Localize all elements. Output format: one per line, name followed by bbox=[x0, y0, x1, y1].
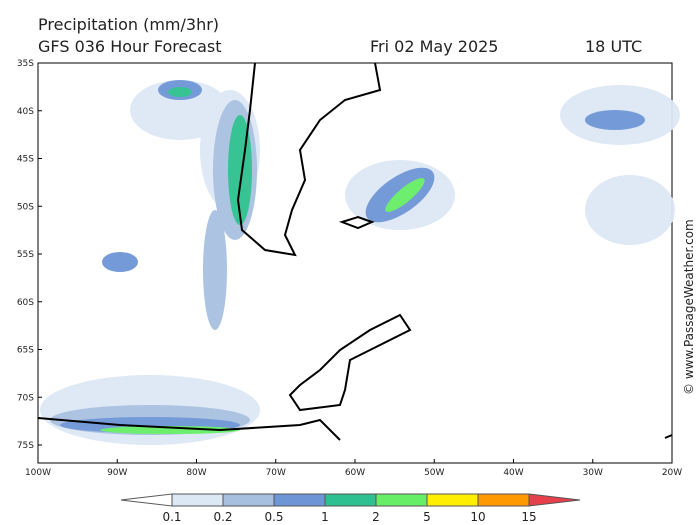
legend-label: 15 bbox=[521, 510, 536, 524]
lon-label: 20W bbox=[662, 468, 682, 478]
legend-swatch bbox=[273, 493, 326, 507]
legend-label: 0.5 bbox=[264, 510, 283, 524]
lat-label: 60S bbox=[17, 298, 34, 308]
map bbox=[37, 62, 680, 464]
legend-swatch bbox=[222, 493, 275, 507]
lon-label: 40W bbox=[503, 468, 523, 478]
legend-swatch bbox=[426, 493, 479, 507]
legend-swatch bbox=[375, 493, 428, 507]
time: 18 UTC bbox=[585, 37, 642, 56]
legend-swatch bbox=[171, 493, 224, 507]
lon-label: 30W bbox=[583, 468, 603, 478]
legend-label: 0.1 bbox=[162, 510, 181, 524]
legend-label: 5 bbox=[423, 510, 431, 524]
lat-label: 75S bbox=[17, 441, 34, 451]
date: Fri 02 May 2025 bbox=[370, 37, 498, 56]
lat-label: 40S bbox=[17, 107, 34, 117]
lat-label: 50S bbox=[17, 202, 34, 212]
lon-label: 70W bbox=[266, 468, 286, 478]
legend-swatch bbox=[324, 493, 377, 507]
legend-label: 0.2 bbox=[213, 510, 232, 524]
lon-label: 60W bbox=[345, 468, 365, 478]
lat-label: 35S bbox=[17, 59, 34, 69]
title: Precipitation (mm/3hr) bbox=[38, 15, 219, 34]
legend-swatch bbox=[528, 493, 581, 507]
lat-label: 70S bbox=[17, 393, 34, 403]
precip bbox=[40, 80, 680, 445]
lon-label: 90W bbox=[107, 468, 127, 478]
model: GFS 036 Hour Forecast bbox=[38, 37, 222, 56]
legend-label: 2 bbox=[372, 510, 380, 524]
legend-swatch bbox=[477, 493, 530, 507]
lon-label: 80W bbox=[186, 468, 206, 478]
lat-label: 45S bbox=[17, 155, 34, 165]
legend-label: 1 bbox=[321, 510, 329, 524]
lat-label: 65S bbox=[17, 346, 34, 356]
legend-swatch bbox=[120, 493, 173, 507]
legend-label: 10 bbox=[470, 510, 485, 524]
lon-label: 50W bbox=[424, 468, 444, 478]
credit: © www.PassageWeather.com bbox=[682, 219, 696, 395]
lat-label: 55S bbox=[17, 250, 34, 260]
coastline bbox=[37, 62, 673, 441]
lon-label: 100W bbox=[25, 468, 51, 478]
